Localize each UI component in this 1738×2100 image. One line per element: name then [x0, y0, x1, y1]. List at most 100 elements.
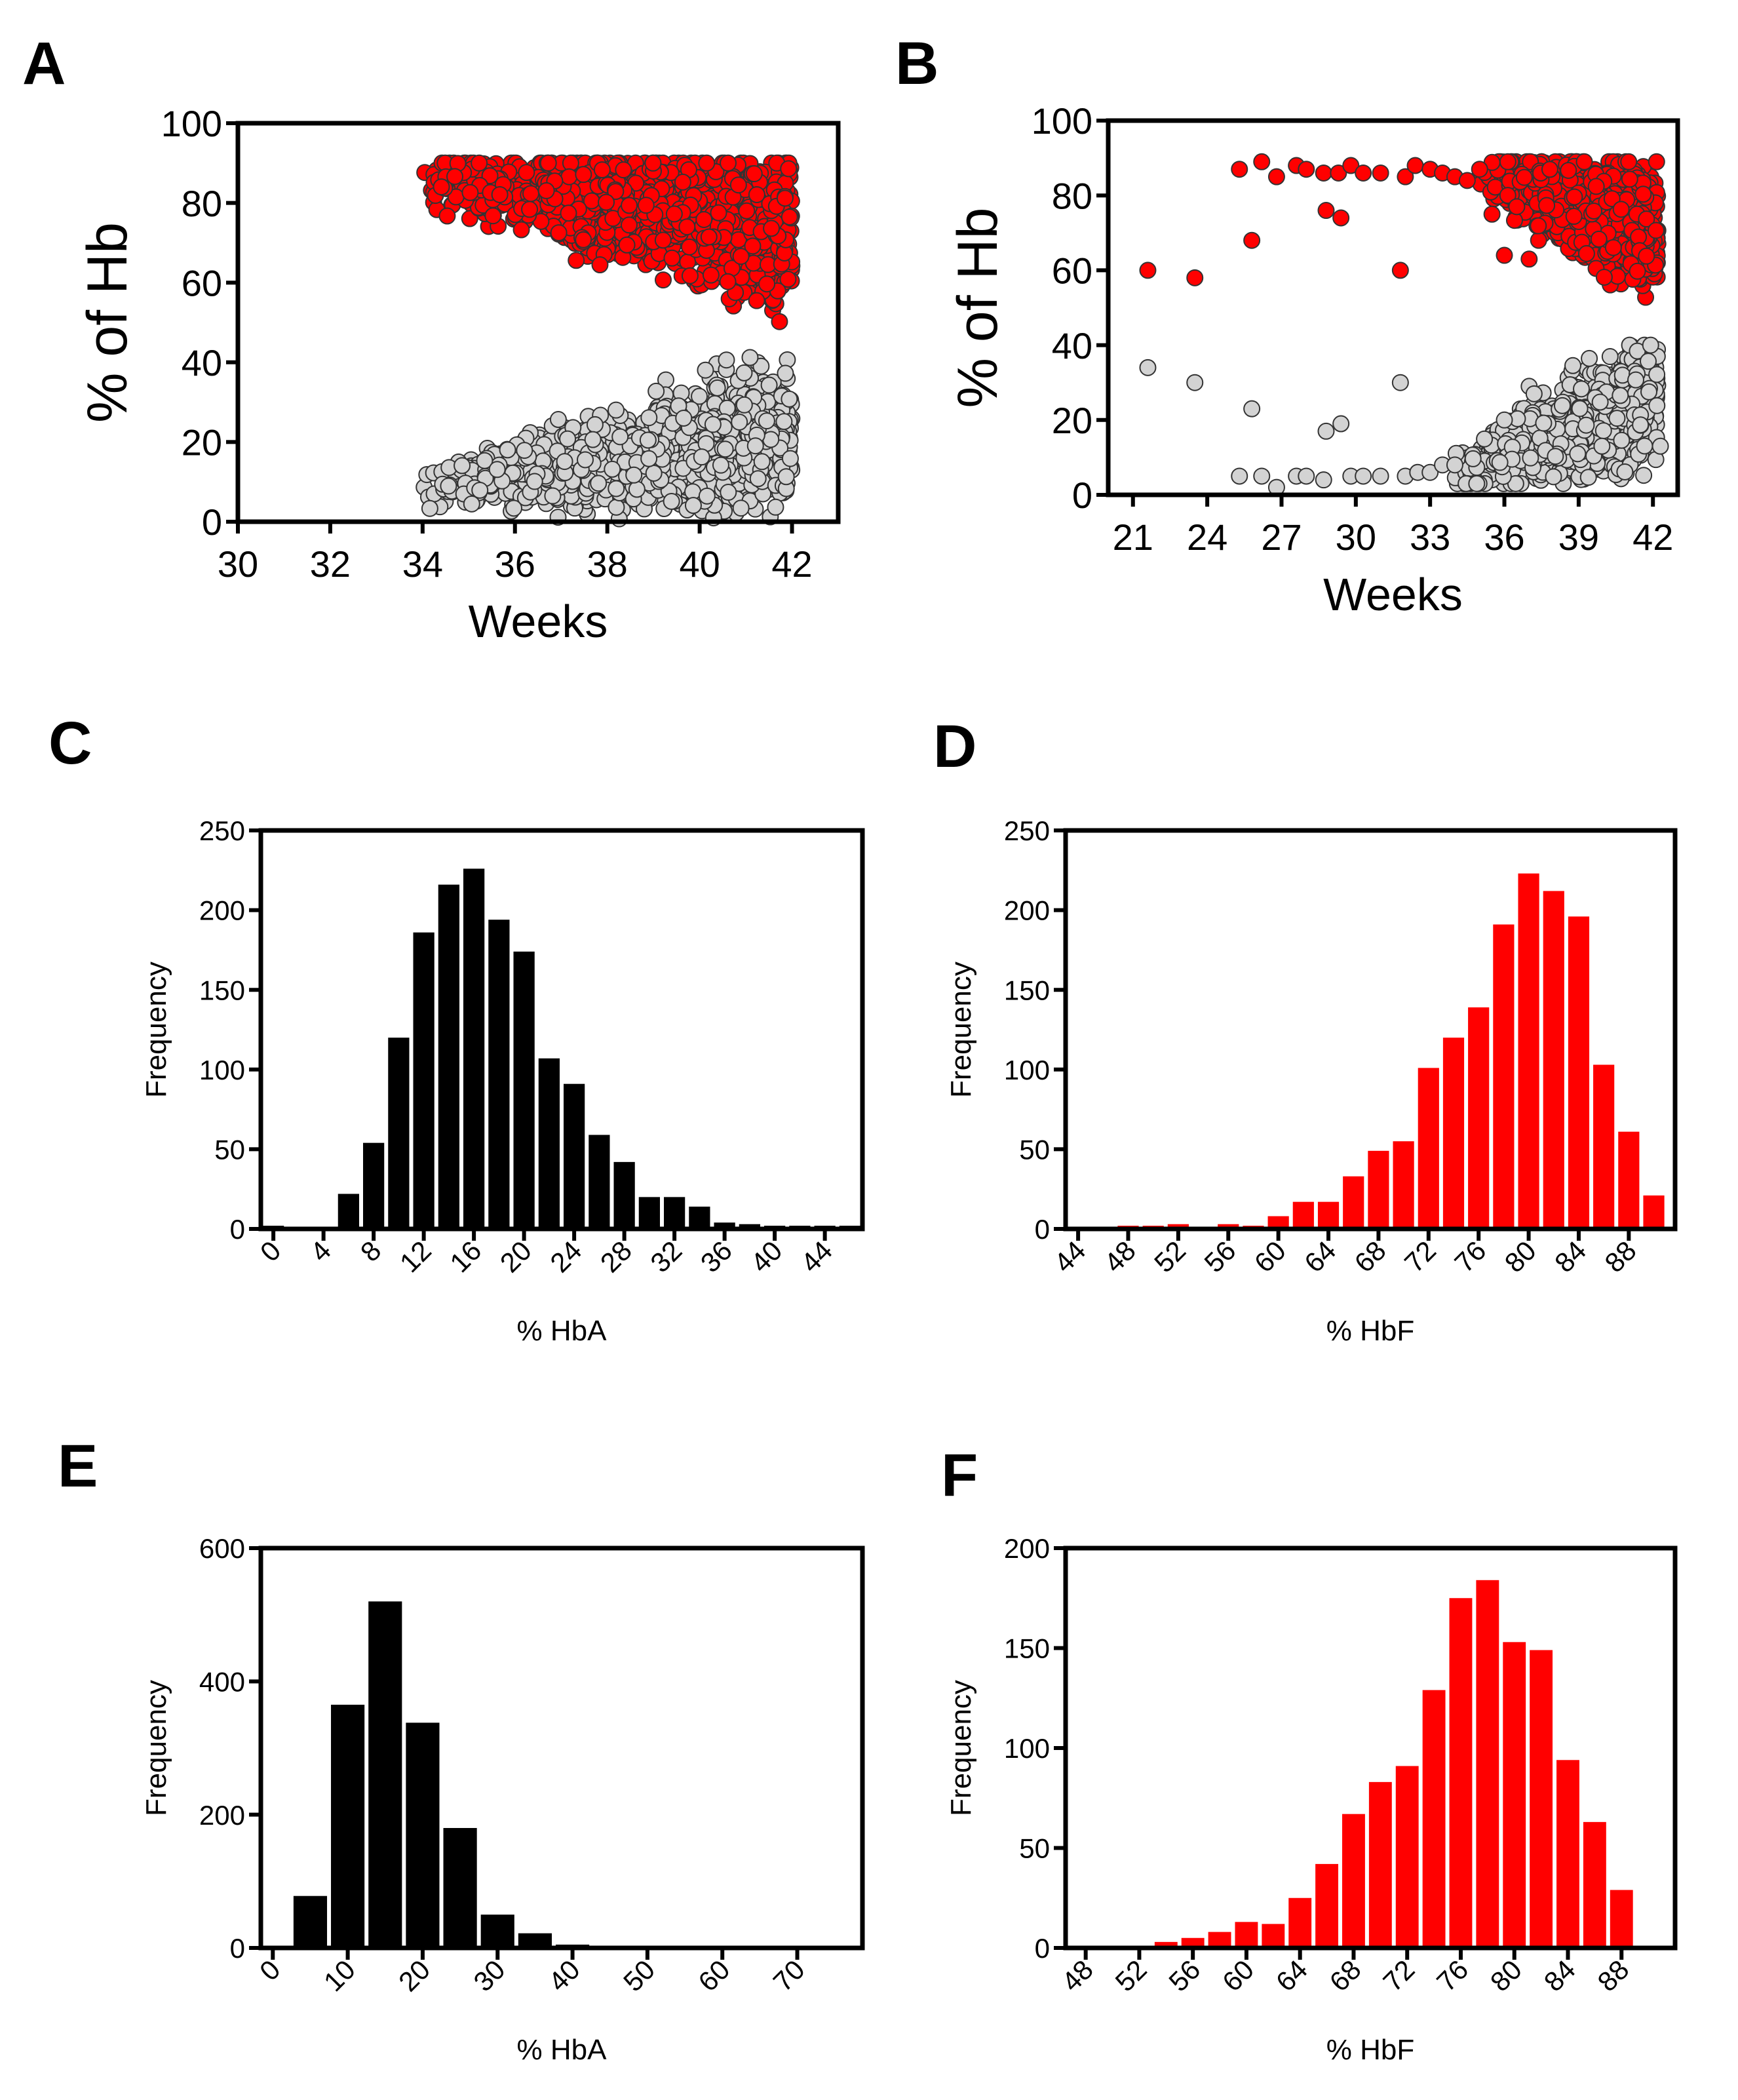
x-tick-label: 32 [310, 543, 351, 585]
x-tick-label: 0 [254, 1235, 287, 1268]
data-point-hba [1635, 467, 1653, 484]
data-point-hba [762, 431, 780, 448]
data-point-hba [1491, 454, 1509, 471]
data-point-hbf [748, 292, 765, 309]
data-point-hba [471, 481, 489, 499]
data-point-hba [645, 464, 663, 482]
data-point-hbf [1515, 168, 1533, 186]
data-point-hba [758, 412, 775, 430]
data-point-hba [777, 468, 795, 486]
data-point-hbf [663, 249, 681, 267]
data-point-hbf [1565, 208, 1583, 225]
data-point-hba [1651, 437, 1669, 455]
data-point-hba [590, 475, 608, 492]
data-point-hba [608, 498, 625, 516]
data-point-hbf [1267, 168, 1285, 185]
data-point-hba [1545, 468, 1562, 486]
data-point-hbf [1541, 161, 1558, 178]
y-tick-label: 100 [1032, 100, 1092, 142]
x-tick-label: 30 [218, 543, 258, 585]
x-tick-label: 38 [587, 543, 628, 585]
data-point-hbf [695, 210, 713, 228]
data-point-hbf [560, 168, 578, 185]
data-point-hba [1522, 449, 1539, 467]
x-tick-label: 32 [644, 1235, 687, 1278]
data-point-hba [749, 470, 767, 488]
x-tick-label: 30 [1336, 516, 1376, 558]
data-point-hbf [1298, 161, 1315, 178]
y-tick-label: 100 [199, 1055, 245, 1085]
data-point-hba [1253, 467, 1271, 485]
y-tick-label: 0 [230, 1214, 245, 1245]
data-point-hbf [438, 207, 456, 225]
data-point-hbf [593, 161, 611, 179]
x-tick-label: 21 [1113, 516, 1153, 558]
data-point-hba [1231, 467, 1248, 485]
data-point-hbf [1520, 250, 1538, 268]
data-point-hba [684, 497, 702, 515]
y-tick-label: 40 [182, 342, 222, 383]
data-point-hbf [644, 154, 662, 172]
data-point-hba [775, 413, 793, 431]
x-tick-label: 36 [695, 1235, 738, 1278]
data-point-hbf [1577, 244, 1595, 262]
data-point-hba [1577, 416, 1595, 434]
histogram-bar [638, 1197, 660, 1229]
panel-label-c: C [48, 710, 92, 777]
histogram-bar [613, 1161, 635, 1229]
data-point-hba [1632, 416, 1650, 434]
data-point-hbf [1585, 202, 1603, 220]
data-point-hbf [1634, 185, 1652, 203]
data-point-hbf [461, 184, 479, 201]
data-point-hbf [1139, 262, 1157, 279]
data-point-hba [1648, 397, 1666, 414]
data-point-hbf [568, 252, 585, 269]
data-point-hba [741, 349, 759, 366]
data-point-hba [544, 487, 562, 505]
data-point-hbf [521, 201, 539, 218]
data-point-hba [735, 364, 753, 381]
data-point-hbf [779, 270, 797, 288]
data-point-hbf [491, 185, 509, 203]
data-point-hbf [1406, 157, 1424, 174]
data-point-hba [607, 401, 625, 419]
panel-label-a: A [22, 30, 66, 97]
data-point-hbf [1458, 172, 1476, 189]
data-point-hbf [1317, 202, 1335, 220]
data-point-hba [720, 484, 737, 501]
histogram-bar [1317, 1201, 1340, 1229]
data-point-hbf [591, 256, 609, 274]
data-point-hbf [700, 228, 718, 246]
x-tick-label: 34 [402, 543, 443, 585]
y-tick-label: 0 [1072, 475, 1092, 516]
data-point-hbf [550, 224, 568, 242]
data-point-hba [1315, 471, 1332, 489]
data-point-hba [777, 364, 794, 382]
histogram-bar [1368, 1150, 1389, 1229]
data-point-hba [1594, 422, 1612, 440]
data-point-hbf [1648, 153, 1665, 170]
histogram-bar [413, 932, 434, 1229]
data-point-hba [716, 440, 734, 458]
data-point-hba [735, 396, 753, 414]
histogram-bar [1442, 1038, 1465, 1229]
data-point-hba [1298, 467, 1315, 485]
data-point-hbf [446, 168, 464, 185]
data-point-hbf [637, 197, 655, 214]
histogram-bar [689, 1206, 710, 1229]
data-point-hba [639, 431, 657, 449]
data-point-hba [1569, 445, 1587, 463]
data-point-hbf [1538, 197, 1556, 214]
data-point-hbf [763, 220, 781, 237]
data-point-hbf [522, 185, 540, 203]
data-point-hba [454, 457, 471, 475]
y-tick-label: 20 [182, 422, 222, 463]
x-tick-label: 33 [1410, 516, 1450, 558]
data-point-hbf [537, 182, 555, 199]
data-point-hba [760, 376, 778, 394]
data-point-hba [1317, 422, 1335, 440]
x-tick-label: 28 [594, 1235, 638, 1278]
data-point-hba [499, 441, 516, 459]
